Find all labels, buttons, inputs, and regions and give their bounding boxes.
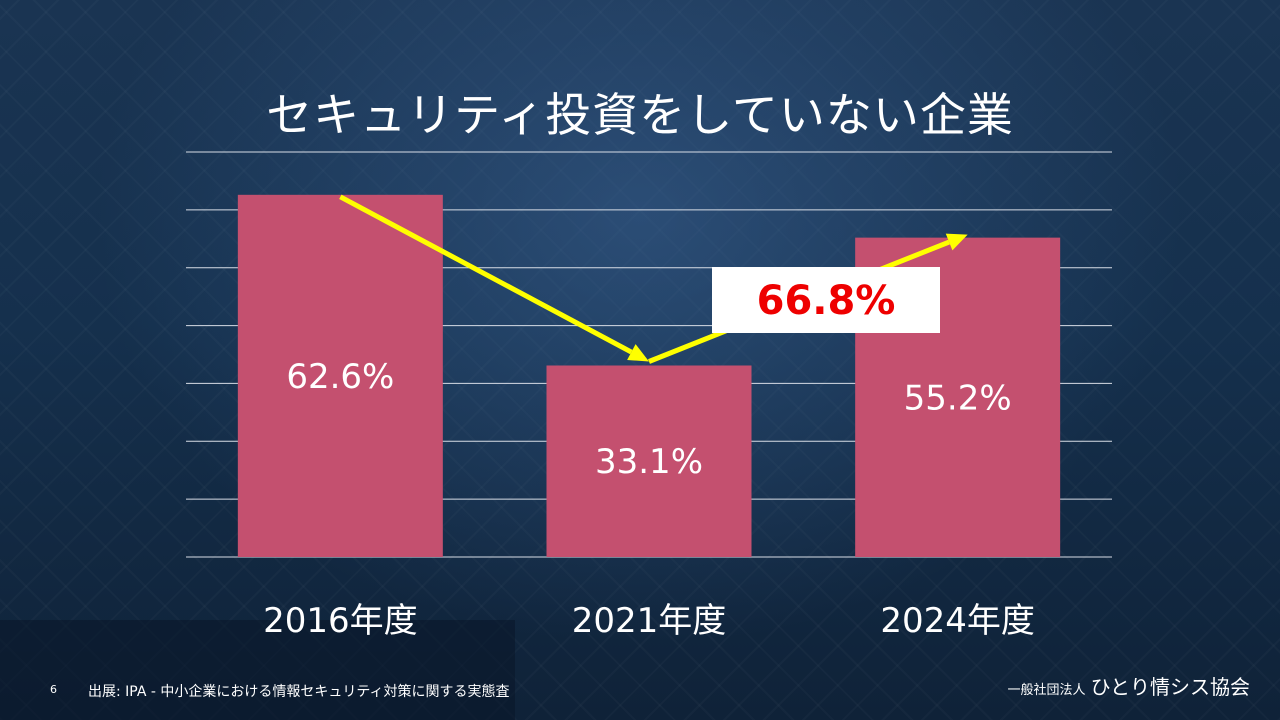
page-number: 6 <box>50 683 57 696</box>
category-label: 2016年度 <box>263 601 418 641</box>
source-citation: 出展: IPA - 中小企業における情報セキュリティ対策に関する実態査 <box>88 684 510 700</box>
label-layer: 62.6% 2016年度 33.1% 2021年度 55.2% 2024年度 <box>263 357 1035 641</box>
footer-band <box>0 620 515 720</box>
bar-value-label: 62.6% <box>286 357 394 397</box>
trend-arrow-up-head <box>945 233 968 251</box>
bar-value-label: 55.2% <box>904 378 1012 418</box>
organization-prefix: 一般社団法人 <box>1007 683 1086 698</box>
slide-title: セキュリティ投資をしていない企業 <box>266 87 1014 142</box>
bar-2 <box>546 365 752 557</box>
bar-value-label: 33.1% <box>595 442 703 482</box>
organization-name: ひとり情シス協会 <box>1090 675 1250 699</box>
organization-logo-text: 一般社団法人 ひとり情シス協会 <box>1007 671 1250 700</box>
bar-1 <box>237 194 443 558</box>
trend-arrow-down-shaft <box>339 194 633 355</box>
annotation-layer: 66.8% <box>712 267 940 333</box>
annotation-label: 66.8% <box>757 278 896 324</box>
annotation-box <box>712 267 940 333</box>
trend-arrow-down-head <box>627 344 649 362</box>
category-label: 2021年度 <box>572 601 727 641</box>
category-label: 2024年度 <box>880 601 1035 641</box>
